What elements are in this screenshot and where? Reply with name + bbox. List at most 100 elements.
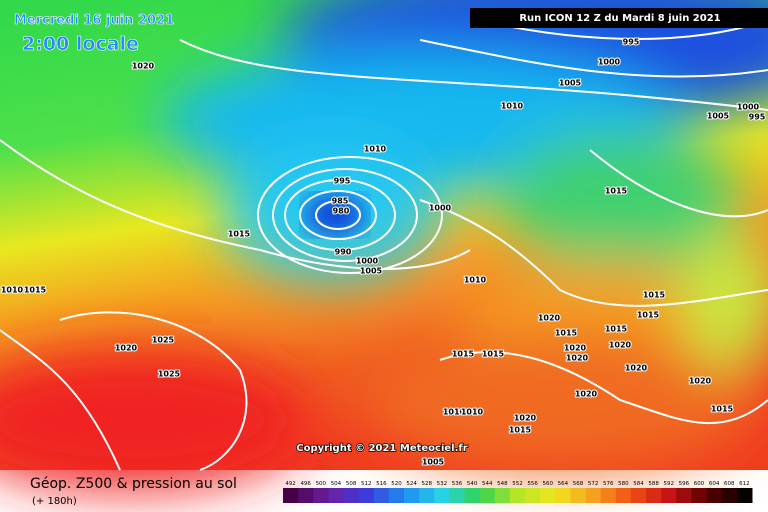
isobar-label: 980 <box>333 207 350 216</box>
scale-label: 604 <box>709 481 720 487</box>
scale-label: 540 <box>467 481 478 487</box>
scale-label: 588 <box>648 481 659 487</box>
scale-label: 576 <box>603 481 614 487</box>
scale-label: 612 <box>739 481 750 487</box>
isobar-label: 1010 <box>464 276 487 285</box>
isobar-label: 1015 <box>605 187 628 196</box>
scale-swatch <box>434 488 450 503</box>
scale-label: 520 <box>391 481 402 487</box>
isobar-label: 1015 <box>643 291 666 300</box>
scale-swatch <box>449 488 466 503</box>
scale-swatch <box>585 488 602 503</box>
scale-swatch <box>464 488 481 503</box>
scale-swatch <box>555 488 571 503</box>
isobar-label: 1010 <box>443 408 466 417</box>
color-scale: 492 496 500 504 508 512 516 520 524 528 532 536 540 5… <box>283 481 753 503</box>
isobar-label: 1000 <box>598 58 621 67</box>
scale-swatch <box>358 488 375 503</box>
isobar-label: 1020 <box>132 62 155 71</box>
scale-swatch <box>343 488 360 503</box>
isobar-label: 1020 <box>115 344 138 353</box>
isobar-label: 1010 <box>501 102 524 111</box>
isobar-label: 995 <box>749 113 766 122</box>
scale-label: 608 <box>724 481 735 487</box>
isobar-label: 1000 <box>429 204 452 213</box>
scale-swatch <box>600 488 617 503</box>
isobar-label: 1020 <box>566 354 589 363</box>
scale-swatch <box>494 488 511 503</box>
isobar-label: 1005 <box>707 112 730 121</box>
scale-label: 504 <box>331 481 342 487</box>
scale-swatch <box>525 488 541 503</box>
scale-label: 552 <box>512 481 523 487</box>
isobar-label: 1020 <box>609 341 632 350</box>
isobar-label: 1015 <box>555 329 578 338</box>
scale-swatch <box>313 488 329 503</box>
scale-swatch <box>419 488 435 503</box>
isobar-label: 995 <box>334 177 351 186</box>
isobar-label: 1025 <box>158 370 181 379</box>
time-label: 2:00 locale <box>22 33 139 55</box>
isobar-label: 1010 <box>364 145 387 154</box>
scale-label: 508 <box>346 481 357 487</box>
isobar-lines <box>0 19 768 471</box>
isobar-label: 1015 <box>509 426 532 435</box>
isobar-label: 1015 <box>24 286 47 295</box>
scale-swatch <box>328 488 345 503</box>
scale-label: 556 <box>527 481 538 487</box>
isobar-label: 1020 <box>514 414 537 423</box>
scale-swatch <box>283 488 299 503</box>
scale-label: 548 <box>497 481 508 487</box>
scale-label: 596 <box>679 481 690 487</box>
scale-swatch <box>646 488 662 503</box>
isobar-label: 1020 <box>575 390 598 399</box>
scale-label: 600 <box>694 481 705 487</box>
scale-label: 524 <box>406 481 417 487</box>
scale-label: 568 <box>573 481 584 487</box>
scale-label: 560 <box>543 481 554 487</box>
isobar-label: 985 <box>332 197 349 206</box>
scale-swatch <box>404 488 420 503</box>
scale-label: 496 <box>300 481 311 487</box>
scale-swatch <box>736 488 753 503</box>
footer-title: Géop. Z500 & pression au sol <box>30 476 237 492</box>
isobar-label: 1015 <box>711 405 734 414</box>
isobar-label: 1015 <box>605 325 628 334</box>
scale-swatch <box>661 488 677 503</box>
scale-swatch <box>630 488 647 503</box>
isobar-label: 995 <box>623 38 640 47</box>
date-label: Mercredi 16 juin 2021 <box>14 13 174 28</box>
isobar-label: 1020 <box>689 377 712 386</box>
scale-swatch <box>706 488 723 503</box>
isobar-label: 1020 <box>538 314 561 323</box>
scale-swatch <box>615 488 632 503</box>
footer-lead: (+ 180h) <box>32 496 77 507</box>
scale-label: 584 <box>633 481 644 487</box>
scale-label: 572 <box>588 481 599 487</box>
run-label: Run ICON 12 Z du Mardi 8 juin 2021 <box>519 13 720 24</box>
field-blobs <box>0 0 768 490</box>
scale-label: 536 <box>452 481 463 487</box>
scale-swatch <box>388 488 405 503</box>
scale-swatch <box>691 488 708 503</box>
isobar-labels: 1020 995 1000 1005 1010 1005 1000 995 1010 995 985… <box>0 37 767 468</box>
isobar-label: 1010 <box>461 408 484 417</box>
isobar-label: 1010 <box>1 286 24 295</box>
run-box <box>470 8 768 28</box>
isobar-label: 1020 <box>625 364 648 373</box>
isobar-label: 1005 <box>422 458 445 467</box>
scale-swatch <box>540 488 556 503</box>
isobar-label: 1015 <box>452 350 475 359</box>
scale-label: 544 <box>482 481 493 487</box>
scale-swatch <box>570 488 587 503</box>
isobar-label: 1005 <box>559 79 582 88</box>
scale-label: 564 <box>558 481 569 487</box>
isobar-label: 1015 <box>482 350 505 359</box>
scale-label: 532 <box>437 481 448 487</box>
isobar-label: 1005 <box>360 267 383 276</box>
scale-label: 528 <box>421 481 432 487</box>
scale-swatch <box>676 488 692 503</box>
scale-swatch <box>298 488 314 503</box>
scale-swatch <box>479 488 496 503</box>
